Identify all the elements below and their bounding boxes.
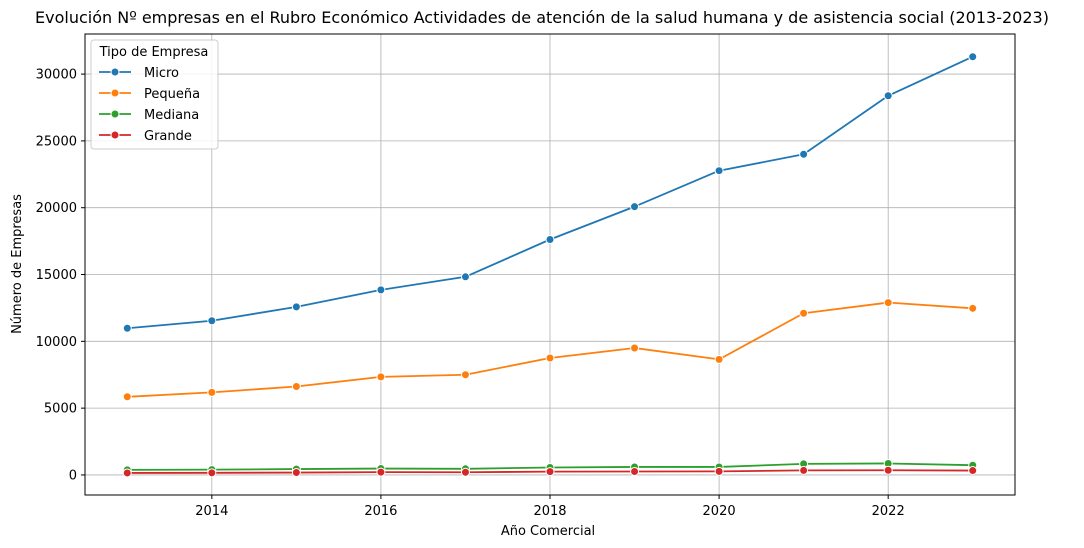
data-point-micro	[207, 316, 217, 326]
series-lines	[122, 52, 978, 478]
grid	[85, 34, 1015, 495]
data-point-micro	[545, 235, 555, 245]
x-axis-label: Año Comercial	[501, 524, 595, 539]
data-point-micro	[799, 149, 809, 159]
legend-box	[90, 39, 219, 150]
data-point-pequena	[376, 372, 386, 382]
legend-item-pequena: Pequeña	[99, 87, 200, 102]
series-grande	[122, 465, 978, 478]
legend-title: Tipo de Empresa	[99, 45, 209, 60]
legend: Tipo de Empresa Micro Pequeña Mediana Grand…	[90, 39, 219, 150]
data-point-pequena	[714, 354, 724, 364]
legend-label-mediana: Mediana	[144, 108, 199, 123]
legend-item-grande: Grande	[99, 129, 192, 144]
data-point-micro	[968, 52, 978, 62]
legend-marker-mediana	[110, 109, 120, 119]
axis-ticks: 2014 2016 2018 2020 2022 0 5000 10000 15000 20000…	[36, 68, 905, 519]
legend-marker-micro	[110, 67, 120, 77]
data-point-micro	[291, 302, 301, 312]
data-point-grande	[799, 465, 809, 475]
data-point-grande	[460, 467, 470, 477]
y-tick-label: 25000	[36, 134, 77, 149]
data-point-micro	[376, 285, 386, 295]
legend-item-mediana: Mediana	[99, 108, 199, 123]
data-point-grande	[291, 468, 301, 478]
data-point-pequena	[122, 392, 132, 402]
series-micro	[122, 52, 978, 333]
data-point-micro	[460, 272, 470, 282]
data-point-grande	[630, 466, 640, 476]
series-pequena	[122, 298, 978, 402]
data-point-micro	[714, 166, 724, 176]
legend-label-grande: Grande	[144, 129, 192, 144]
x-tick-label: 2022	[872, 504, 905, 519]
chart-title: Evolución Nº empresas en el Rubro Económ…	[35, 8, 1049, 27]
data-point-pequena	[968, 303, 978, 313]
legend-marker-pequena	[110, 88, 120, 98]
data-point-pequena	[799, 308, 809, 318]
data-point-pequena	[207, 387, 217, 397]
y-tick-label: 15000	[36, 268, 77, 283]
data-point-grande	[376, 467, 386, 477]
x-tick-label: 2016	[364, 504, 397, 519]
y-tick-label: 30000	[36, 68, 77, 83]
legend-item-micro: Micro	[99, 66, 179, 81]
y-tick-label: 20000	[36, 201, 77, 216]
data-point-pequena	[460, 370, 470, 380]
y-tick-label: 0	[69, 468, 77, 483]
data-point-grande	[122, 468, 132, 478]
y-tick-label: 10000	[36, 335, 77, 350]
data-point-pequena	[630, 343, 640, 353]
legend-label-pequena: Pequeña	[144, 87, 200, 102]
data-point-micro	[630, 202, 640, 212]
data-point-grande	[714, 466, 724, 476]
legend-marker-grande	[110, 130, 120, 140]
data-point-grande	[968, 466, 978, 476]
y-tick-label: 5000	[44, 402, 77, 417]
data-point-pequena	[291, 381, 301, 391]
data-point-pequena	[883, 298, 893, 308]
y-axis-label: Número de Empresas	[10, 194, 25, 334]
data-point-grande	[883, 465, 893, 475]
data-point-pequena	[545, 353, 555, 363]
x-tick-label: 2020	[703, 504, 736, 519]
legend-label-micro: Micro	[144, 66, 179, 81]
data-point-micro	[883, 91, 893, 101]
x-tick-label: 2014	[195, 504, 228, 519]
data-point-grande	[545, 467, 555, 477]
data-point-grande	[207, 468, 217, 478]
legend-items: Micro Pequeña Mediana Grande	[99, 66, 200, 144]
data-point-micro	[122, 323, 132, 333]
x-tick-label: 2018	[533, 504, 566, 519]
